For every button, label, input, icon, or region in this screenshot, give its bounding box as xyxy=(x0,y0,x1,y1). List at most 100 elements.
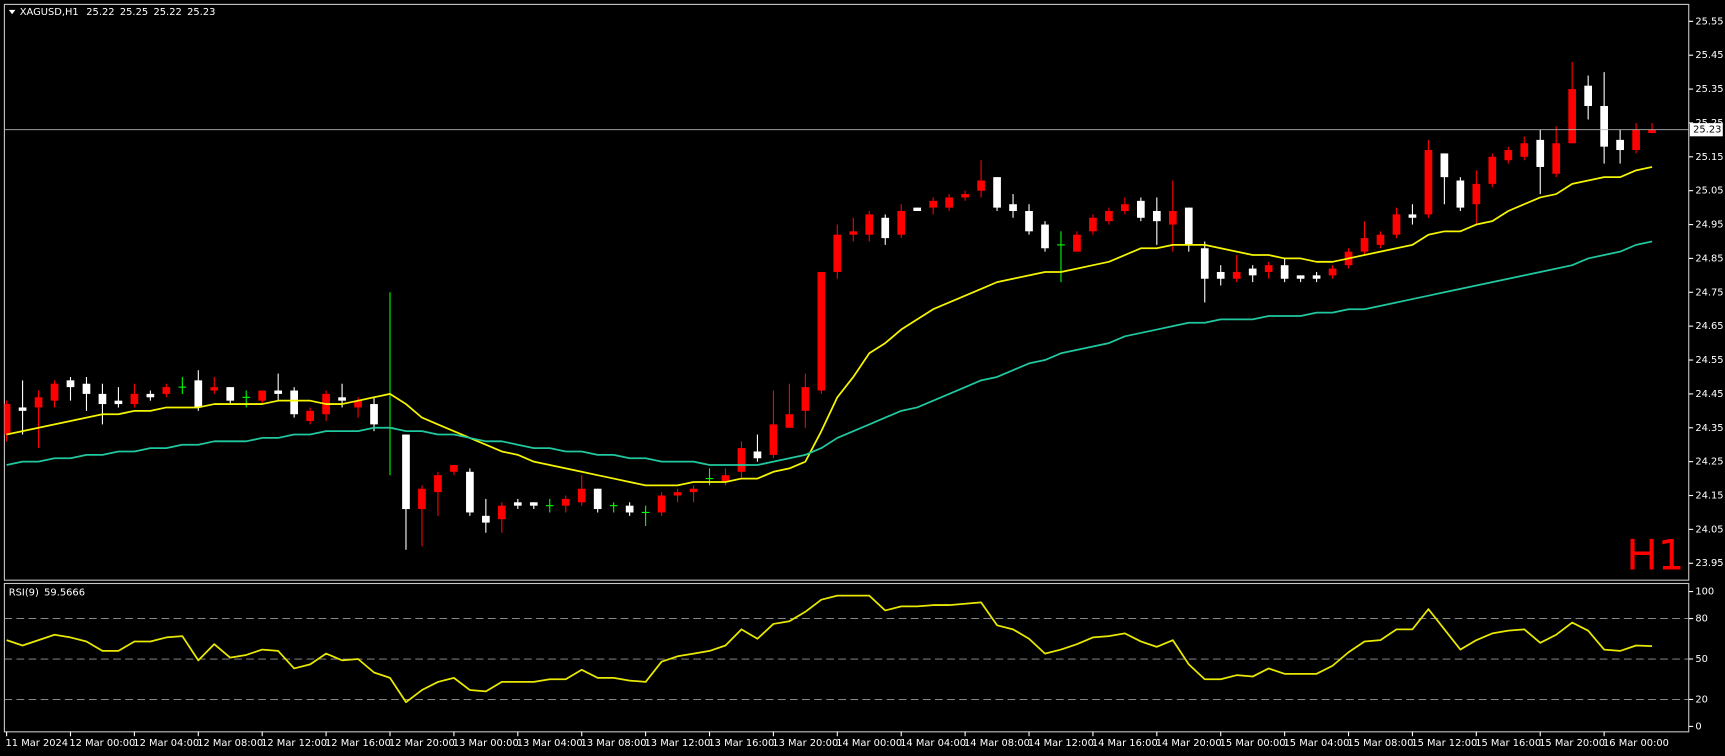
y-tick-label: 25.05 xyxy=(1695,186,1723,197)
candle-body xyxy=(466,471,474,513)
candle-body xyxy=(1632,129,1640,151)
candle-body xyxy=(1137,200,1145,218)
y-tick-label: 100 xyxy=(1695,587,1714,598)
y-tick-label: 24.05 xyxy=(1695,524,1723,535)
candle-body xyxy=(34,397,43,408)
candle-body xyxy=(753,451,762,459)
x-tick-label: 15 Mar 20:00 xyxy=(1539,738,1605,749)
candle-body xyxy=(18,407,27,411)
candle-body xyxy=(1488,156,1497,184)
candle-body xyxy=(210,387,219,391)
candle-body xyxy=(1312,275,1321,279)
candle-body xyxy=(737,448,746,472)
candle-body xyxy=(370,404,378,425)
candle-body xyxy=(1392,214,1401,235)
candle-body xyxy=(1328,268,1337,276)
candle-body xyxy=(897,211,906,235)
moving-average xyxy=(6,240,1653,466)
candle-body xyxy=(306,410,314,421)
rsi-panel-frame xyxy=(3,582,1690,733)
candle-body xyxy=(945,197,953,208)
candle-body xyxy=(258,390,267,401)
x-tick-label: 12 Mar 12:00 xyxy=(261,738,327,749)
candle-body xyxy=(1105,211,1113,222)
y-tick-label: 24.75 xyxy=(1695,287,1723,298)
candle-body xyxy=(913,207,922,212)
candle-body xyxy=(4,404,11,435)
candle-body xyxy=(961,194,969,198)
candle-body xyxy=(1520,143,1529,157)
candle-body xyxy=(817,271,826,391)
candle-body xyxy=(561,498,570,506)
y-tick-label: 25.35 xyxy=(1695,84,1723,95)
candle-body xyxy=(1584,85,1593,107)
x-tick-label: 14 Mar 12:00 xyxy=(1028,738,1094,749)
candle-body xyxy=(833,234,842,272)
rsi-last-value: 59.5666 xyxy=(44,587,85,598)
y-tick-label: 23.95 xyxy=(1695,558,1723,569)
y-tick-label: 24.55 xyxy=(1695,355,1723,366)
y-tick-label: 24.85 xyxy=(1695,253,1723,264)
y-tick-label: 25.45 xyxy=(1695,50,1723,61)
candle-body xyxy=(1089,217,1097,232)
candle-body xyxy=(1073,234,1081,252)
x-tick-label: 13 Mar 16:00 xyxy=(708,738,774,749)
candle-body xyxy=(769,424,778,455)
candle-body xyxy=(593,488,602,510)
timeframe-label: H1 xyxy=(1626,531,1684,580)
candle-body xyxy=(450,465,458,472)
candle-body xyxy=(529,502,538,506)
candle-body xyxy=(977,180,985,191)
candle-body xyxy=(881,217,890,239)
x-tick-label: 12 Mar 20:00 xyxy=(389,738,455,749)
candle-body xyxy=(1568,89,1577,144)
x-tick-label: 14 Mar 20:00 xyxy=(1156,738,1222,749)
candle-body xyxy=(162,387,171,394)
candle-body xyxy=(274,390,283,394)
last-high: 25.25 xyxy=(120,7,148,18)
rsi-plot xyxy=(4,594,1689,704)
x-tick-label: 12 Mar 08:00 xyxy=(197,738,263,749)
chart-header: XAGUSD,H1 25.22 25.25 25.22 25.23 xyxy=(20,7,216,18)
x-tick-label: 14 Mar 04:00 xyxy=(900,738,966,749)
candle-body xyxy=(1360,238,1369,252)
x-tick-label: 13 Mar 20:00 xyxy=(772,738,838,749)
y-tick-label: 50 xyxy=(1695,654,1708,665)
candle-body xyxy=(721,475,730,482)
candle-body xyxy=(929,200,938,208)
y-tick-label: 25.55 xyxy=(1695,16,1723,27)
candle-body xyxy=(865,214,874,235)
x-tick-label: 13 Mar 04:00 xyxy=(517,738,583,749)
x-tick-label: 15 Mar 16:00 xyxy=(1475,738,1541,749)
candle-body xyxy=(50,383,59,401)
menu-arrow[interactable] xyxy=(8,9,16,15)
candle-body xyxy=(1376,234,1385,245)
x-tick-label: 13 Mar 08:00 xyxy=(581,738,647,749)
x-tick-label: 12 Mar 04:00 xyxy=(133,738,199,749)
symbol-title: XAGUSD,H1 xyxy=(20,7,79,18)
candle-body xyxy=(1456,180,1465,208)
candle-body xyxy=(1041,224,1049,249)
candle-body xyxy=(1009,204,1017,212)
candle-body xyxy=(1200,248,1209,279)
current-price-box xyxy=(1689,123,1723,137)
y-tick-label: 25.15 xyxy=(1695,152,1723,163)
y-tick-label: 24.45 xyxy=(1695,389,1723,400)
candle-body xyxy=(993,177,1001,208)
x-tick-label: 12 Mar 00:00 xyxy=(69,738,135,749)
candle-body xyxy=(146,393,155,398)
candle-body xyxy=(849,231,858,235)
candle-body xyxy=(1504,150,1513,161)
y-tick-label: 0 xyxy=(1695,721,1701,732)
candle-body xyxy=(338,397,346,401)
candle-body xyxy=(657,495,666,513)
y-tick-label: 20 xyxy=(1695,694,1708,705)
main-plot xyxy=(4,61,1656,550)
rsi-header: RSI(9) 59.5666 xyxy=(9,587,85,598)
x-tick-label: 14 Mar 16:00 xyxy=(1092,738,1158,749)
candle-body xyxy=(1264,265,1273,272)
candle-body xyxy=(1296,275,1305,279)
candle-body xyxy=(1152,211,1161,222)
candle-body xyxy=(130,393,139,405)
candle-body xyxy=(1616,139,1624,151)
